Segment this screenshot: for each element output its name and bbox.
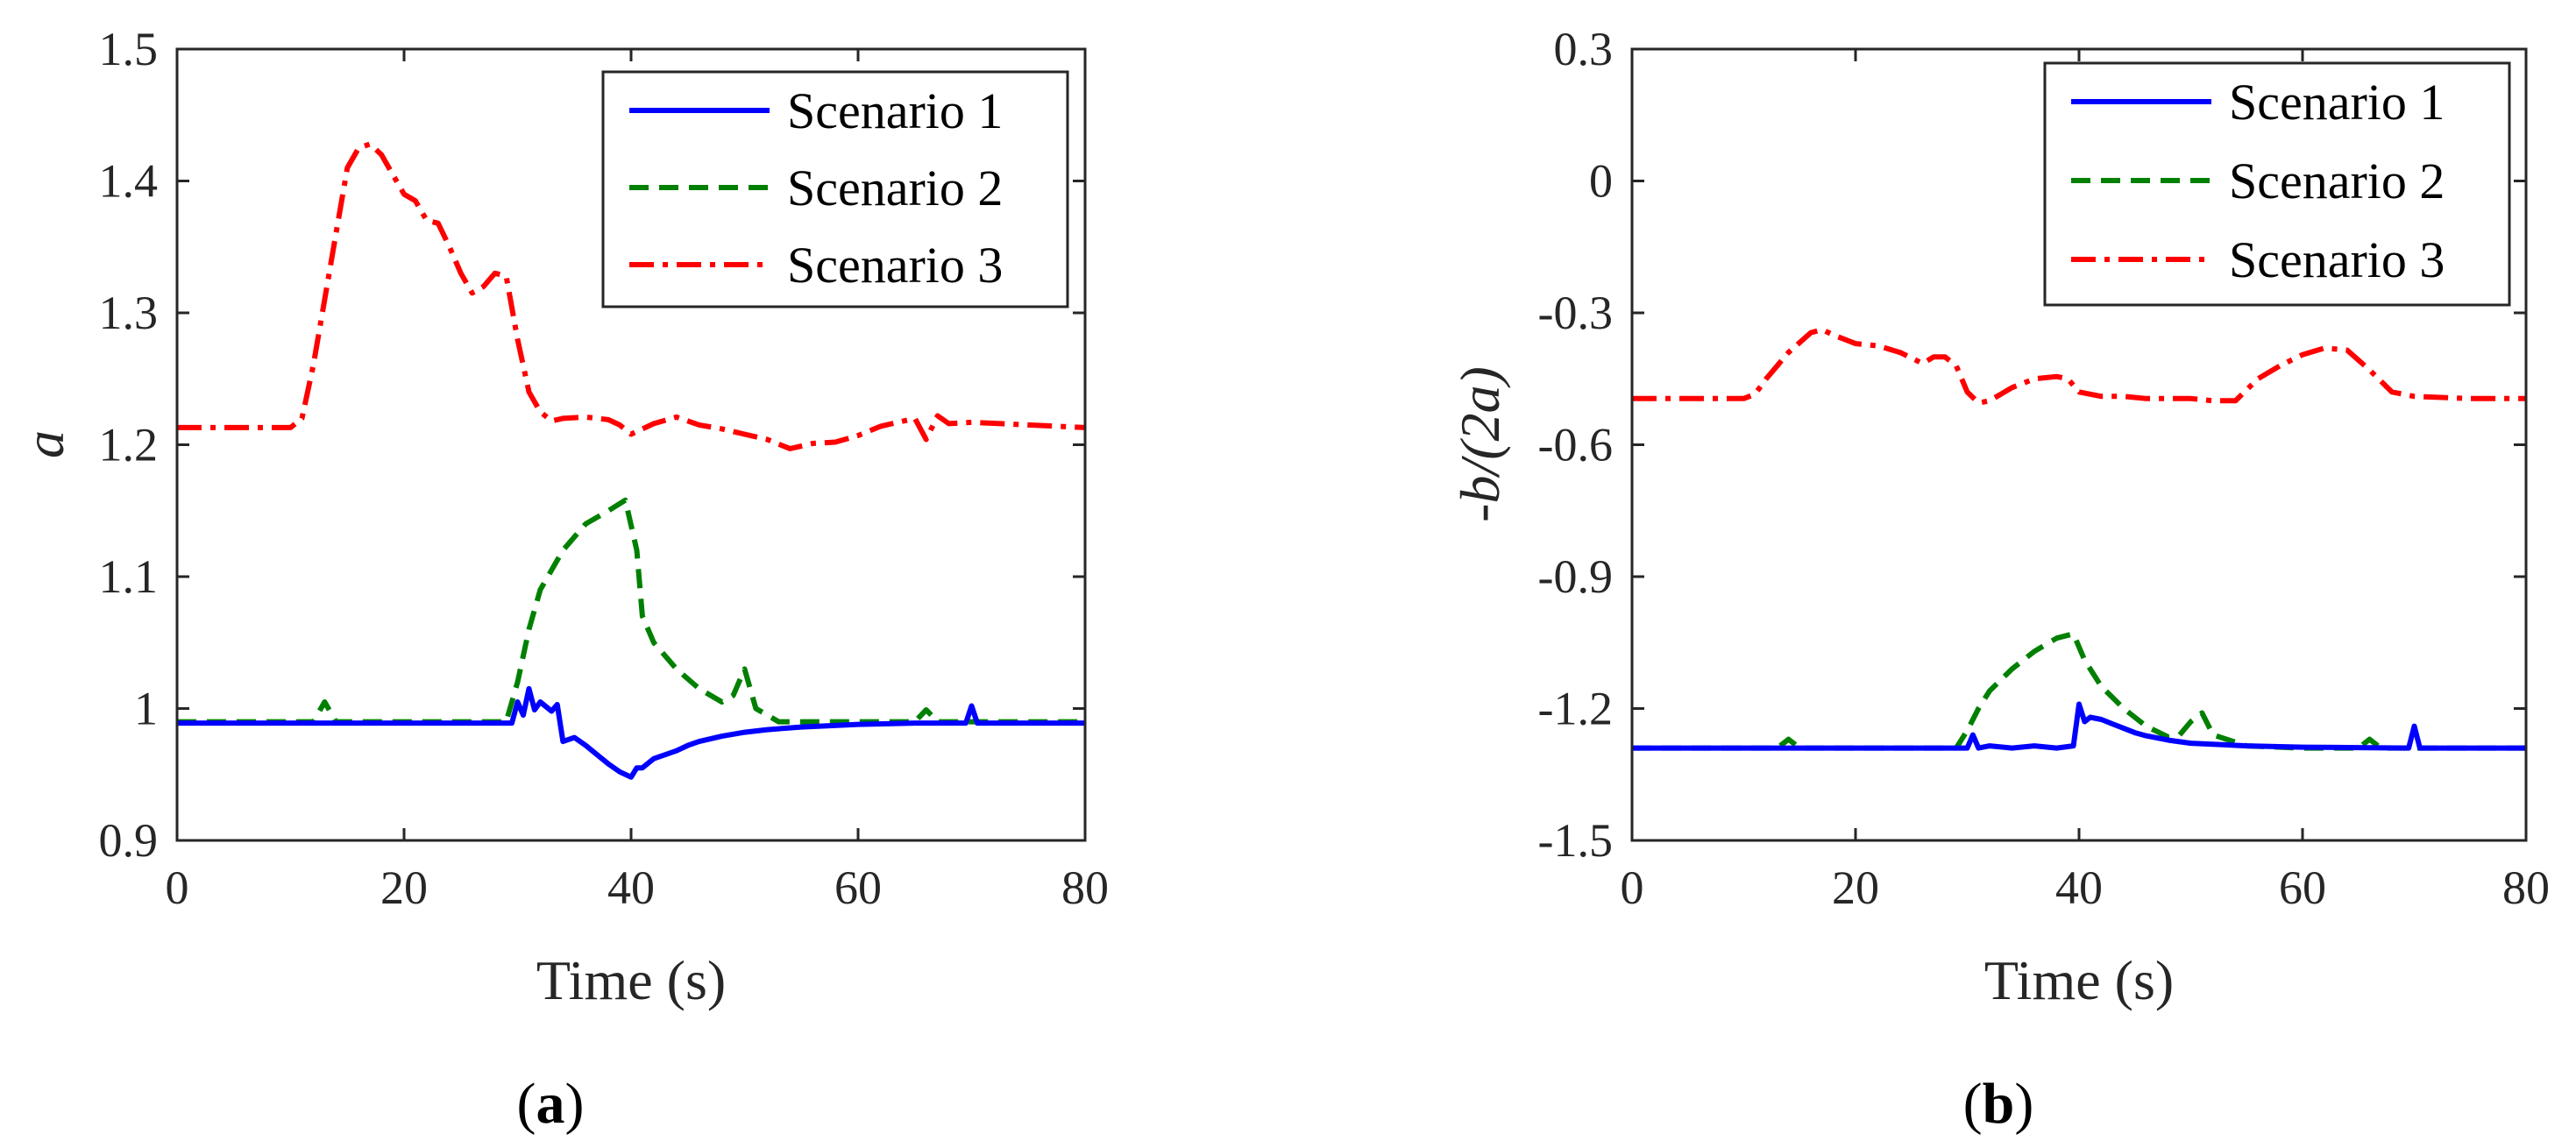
tick-labels-b: 0 20 40 60 80 -1.5 -1.2 -0.9 -0.6 -0.3 0 0.3 bbox=[1538, 23, 2550, 914]
ticks-a bbox=[175, 47, 1087, 842]
series-line-2 bbox=[1632, 631, 2526, 751]
ticks-b bbox=[1630, 47, 2528, 842]
panel-label-b: (b) bbox=[1963, 1072, 2034, 1136]
series-line-3 bbox=[1632, 327, 2526, 406]
series-line-2 bbox=[177, 497, 1085, 725]
y-tick-label: 1.3 bbox=[99, 287, 159, 339]
panel-label-suffix: ) bbox=[2014, 1072, 2033, 1136]
x-tick-label: 80 bbox=[1061, 861, 1109, 914]
y-tick-label: -0.3 bbox=[1538, 287, 1613, 339]
legend-b: Scenario 1 Scenario 2 Scenario 3 bbox=[2043, 61, 2511, 307]
x-axis-label-b: Time (s) bbox=[1984, 949, 2174, 1011]
x-axis-label-a: Time (s) bbox=[536, 949, 726, 1011]
panel-label-a: (a) bbox=[517, 1072, 585, 1136]
x-tick-label: 20 bbox=[1832, 861, 1879, 914]
chart-panel-a: 0 20 40 60 800.911.11.21.31.41.5 Time (s) a … bbox=[13, 23, 1109, 1136]
y-tick-label: 1 bbox=[134, 683, 158, 735]
plot-lines-b bbox=[1632, 327, 2526, 751]
y-axis-label-a: a bbox=[13, 430, 75, 458]
y-tick-label: 1.5 bbox=[99, 23, 159, 75]
y-tick-label: -0.9 bbox=[1538, 550, 1613, 603]
y-tick-label: 0 bbox=[1589, 155, 1613, 208]
tick-labels-a: 0 20 40 60 80 0.9 1 1.1 1.2 1.3 1.4 1.5 bbox=[99, 23, 1110, 914]
y-tick-label: 0.9 bbox=[99, 814, 159, 867]
y-tick-label: 1.4 bbox=[99, 155, 159, 208]
x-tick-label: 60 bbox=[2279, 861, 2326, 914]
x-tick-label: 40 bbox=[2055, 861, 2103, 914]
legend-label-2: Scenario 2 bbox=[787, 159, 1003, 216]
panel-label-letter: b bbox=[1983, 1072, 2015, 1136]
x-tick-label: 60 bbox=[834, 861, 882, 914]
legend-label-1: Scenario 1 bbox=[2229, 74, 2445, 131]
legend-label-1: Scenario 1 bbox=[787, 82, 1003, 139]
x-tick-label: 20 bbox=[380, 861, 428, 914]
legend-label-3: Scenario 3 bbox=[2229, 231, 2445, 288]
x-tick-label: 0 bbox=[166, 861, 189, 914]
series-line-1 bbox=[1632, 701, 2526, 751]
y-tick-label: -1.5 bbox=[1538, 814, 1613, 867]
panel-label-letter: a bbox=[536, 1072, 565, 1136]
y-tick-label: 1.1 bbox=[99, 550, 159, 603]
plot-lines-a bbox=[177, 141, 1086, 780]
x-tick-label: 80 bbox=[2502, 861, 2550, 914]
series-line-1 bbox=[177, 685, 1085, 780]
y-tick-label: -1.2 bbox=[1538, 683, 1613, 735]
x-tick-label: 0 bbox=[1621, 861, 1644, 914]
y-tick-label: 1.2 bbox=[99, 419, 159, 471]
legend-a: Scenario 1 Scenario 2 Scenario 3 bbox=[601, 70, 1069, 308]
panel-label-prefix: ( bbox=[1963, 1072, 1983, 1136]
legend-items-a: Scenario 1 Scenario 2 Scenario 3 bbox=[629, 82, 1003, 294]
y-tick-label: -0.6 bbox=[1538, 419, 1613, 471]
chart-panel-b: 0 20 40 60 80 -1.5 -1.2 -0.9 -0.6 -0.3 0 0.3 Time (… bbox=[1449, 23, 2550, 1136]
legend-label-2: Scenario 2 bbox=[2229, 152, 2445, 209]
panel-label-suffix: ) bbox=[565, 1072, 585, 1136]
x-tick-label: 40 bbox=[607, 861, 655, 914]
legend-items-b: Scenario 1 Scenario 2 Scenario 3 bbox=[2071, 74, 2445, 288]
y-tick-label: 0.3 bbox=[1554, 23, 1614, 75]
y-axis-label-b: -b/(2a) bbox=[1449, 366, 1511, 522]
legend-label-3: Scenario 3 bbox=[787, 237, 1003, 294]
series-line-3 bbox=[177, 141, 1086, 451]
panel-label-prefix: ( bbox=[517, 1072, 536, 1136]
